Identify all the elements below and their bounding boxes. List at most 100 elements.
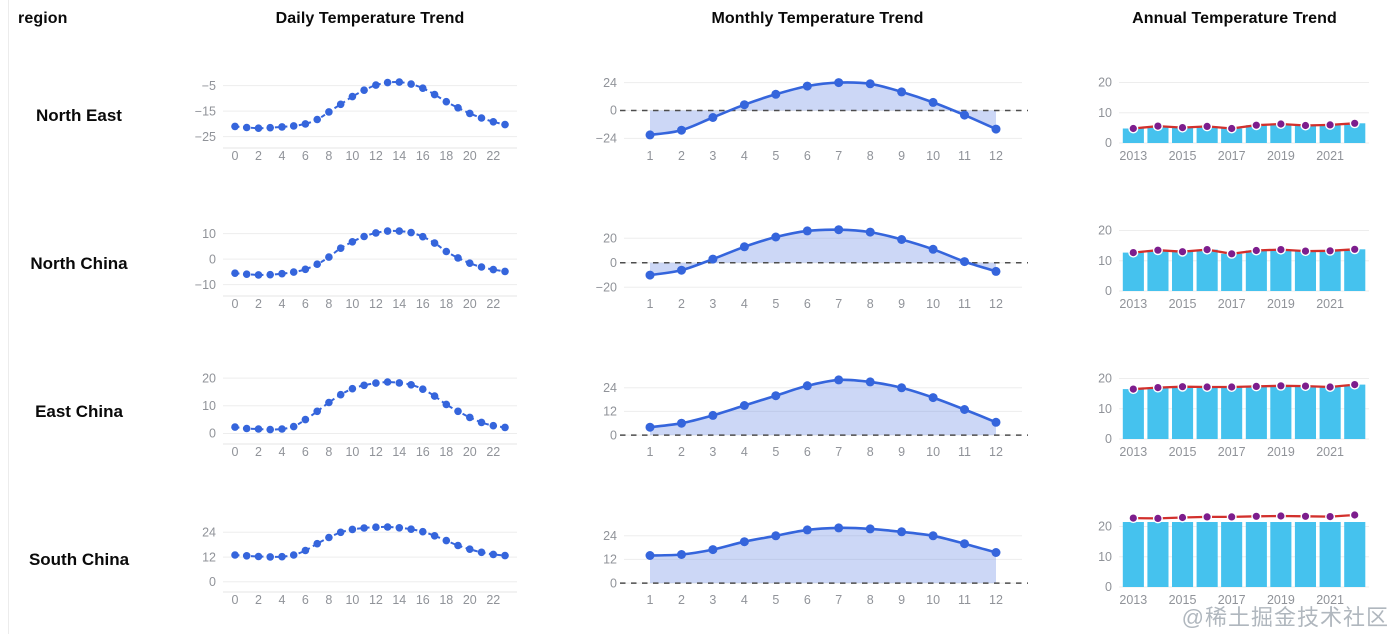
svg-text:10: 10 xyxy=(345,445,359,459)
svg-text:12: 12 xyxy=(989,593,1003,607)
svg-text:12: 12 xyxy=(369,149,383,163)
svg-text:20: 20 xyxy=(1098,76,1112,90)
svg-text:12: 12 xyxy=(989,445,1003,459)
annual-trend-chart-north-east: 20 10 0 2013 2015 2017 2019 2021 xyxy=(1075,42,1394,190)
svg-text:2013: 2013 xyxy=(1119,297,1147,311)
svg-text:20: 20 xyxy=(1098,520,1112,534)
svg-text:14: 14 xyxy=(392,593,406,607)
svg-text:0: 0 xyxy=(232,149,239,163)
left-border-line xyxy=(8,0,9,634)
svg-text:10: 10 xyxy=(345,297,359,311)
svg-text:2015: 2015 xyxy=(1169,149,1197,163)
svg-text:0: 0 xyxy=(232,297,239,311)
svg-text:0: 0 xyxy=(232,593,239,607)
svg-text:18: 18 xyxy=(439,445,453,459)
svg-text:6: 6 xyxy=(302,445,309,459)
svg-text:12: 12 xyxy=(369,593,383,607)
svg-text:12: 12 xyxy=(989,149,1003,163)
monthly-trend-chart-south-china: 24 12 0 1 2 3 4 5 6 7 8 9 10 11 12 xyxy=(560,486,1075,634)
svg-text:−24: −24 xyxy=(596,132,617,146)
svg-text:2015: 2015 xyxy=(1169,445,1197,459)
svg-text:10: 10 xyxy=(202,399,216,413)
svg-text:10: 10 xyxy=(1098,106,1112,120)
region-label: South China xyxy=(28,550,130,569)
svg-text:10: 10 xyxy=(926,593,940,607)
svg-text:12: 12 xyxy=(603,405,617,419)
svg-text:4: 4 xyxy=(741,297,748,311)
svg-text:6: 6 xyxy=(302,593,309,607)
svg-text:5: 5 xyxy=(772,297,779,311)
svg-text:24: 24 xyxy=(603,76,617,90)
svg-text:0: 0 xyxy=(232,445,239,459)
daily-trend-chart-east-china: 20 10 0 0 2 4 6 8 10 12 14 16 18 20 22 xyxy=(180,338,560,486)
svg-text:10: 10 xyxy=(1098,402,1112,416)
svg-text:20: 20 xyxy=(603,232,617,246)
svg-text:3: 3 xyxy=(709,149,716,163)
svg-text:10: 10 xyxy=(345,149,359,163)
svg-text:12: 12 xyxy=(369,445,383,459)
column-header-monthly-trend: Monthly Temperature Trend xyxy=(711,10,924,27)
svg-text:5: 5 xyxy=(772,593,779,607)
column-header-daily-trend: Daily Temperature Trend xyxy=(275,10,465,27)
svg-text:9: 9 xyxy=(898,593,905,607)
svg-text:3: 3 xyxy=(709,445,716,459)
svg-text:0: 0 xyxy=(1105,432,1112,446)
svg-text:4: 4 xyxy=(741,445,748,459)
svg-text:−20: −20 xyxy=(596,281,617,295)
svg-text:8: 8 xyxy=(325,297,332,311)
svg-text:8: 8 xyxy=(867,149,874,163)
svg-text:2: 2 xyxy=(255,297,262,311)
svg-text:1: 1 xyxy=(647,445,654,459)
svg-text:10: 10 xyxy=(926,297,940,311)
svg-text:10: 10 xyxy=(926,445,940,459)
region-label: East China xyxy=(35,402,123,421)
annual-trend-chart-east-china: 20 10 0 2013 2015 2017 2019 2021 xyxy=(1075,338,1394,486)
svg-text:4: 4 xyxy=(279,445,286,459)
svg-text:2015: 2015 xyxy=(1169,297,1197,311)
svg-text:4: 4 xyxy=(279,593,286,607)
svg-text:2: 2 xyxy=(678,445,685,459)
svg-text:2019: 2019 xyxy=(1267,593,1295,607)
svg-text:2019: 2019 xyxy=(1267,149,1295,163)
svg-text:6: 6 xyxy=(302,149,309,163)
svg-text:7: 7 xyxy=(835,593,842,607)
daily-trend-chart-north-east: −5 −15 −25 0 2 4 6 8 10 12 14 16 18 20 22 xyxy=(180,42,560,190)
monthly-trend-chart-north-east: 24 0 −24 1 2 3 4 5 6 7 8 9 10 11 12 xyxy=(560,42,1075,190)
svg-text:2013: 2013 xyxy=(1119,593,1147,607)
svg-text:10: 10 xyxy=(1098,254,1112,268)
svg-text:16: 16 xyxy=(416,149,430,163)
table-row-east-china: East China 20 10 0 0 2 4 6 8 10 12 14 16 18 20 22 24 12… xyxy=(0,338,1394,486)
svg-text:2017: 2017 xyxy=(1218,593,1246,607)
svg-text:8: 8 xyxy=(867,297,874,311)
svg-text:0: 0 xyxy=(1105,284,1112,298)
svg-text:4: 4 xyxy=(279,149,286,163)
region-label: North East xyxy=(36,106,122,125)
svg-text:10: 10 xyxy=(1098,550,1112,564)
svg-text:11: 11 xyxy=(958,445,971,459)
svg-text:2: 2 xyxy=(255,149,262,163)
svg-text:1: 1 xyxy=(647,593,654,607)
table-row-south-china: South China 24 12 0 0 2 4 6 8 10 12 14 16 18 20 22 24 1… xyxy=(0,486,1394,634)
svg-text:−15: −15 xyxy=(195,104,216,118)
svg-text:8: 8 xyxy=(867,593,874,607)
monthly-trend-chart-east-china: 24 12 0 1 2 3 4 5 6 7 8 9 10 11 12 xyxy=(560,338,1075,486)
column-header-region: region xyxy=(18,10,68,27)
svg-text:6: 6 xyxy=(804,297,811,311)
svg-text:6: 6 xyxy=(804,445,811,459)
svg-text:5: 5 xyxy=(772,149,779,163)
svg-text:8: 8 xyxy=(325,593,332,607)
svg-text:3: 3 xyxy=(709,593,716,607)
svg-text:2017: 2017 xyxy=(1218,149,1246,163)
svg-text:2013: 2013 xyxy=(1119,149,1147,163)
svg-text:0: 0 xyxy=(610,428,617,442)
svg-text:5: 5 xyxy=(772,445,779,459)
svg-text:2021: 2021 xyxy=(1316,593,1344,607)
svg-text:8: 8 xyxy=(867,445,874,459)
svg-text:7: 7 xyxy=(835,297,842,311)
svg-text:11: 11 xyxy=(958,297,971,311)
svg-text:0: 0 xyxy=(610,576,617,590)
svg-text:14: 14 xyxy=(392,297,406,311)
svg-text:8: 8 xyxy=(325,445,332,459)
svg-text:12: 12 xyxy=(603,553,617,567)
